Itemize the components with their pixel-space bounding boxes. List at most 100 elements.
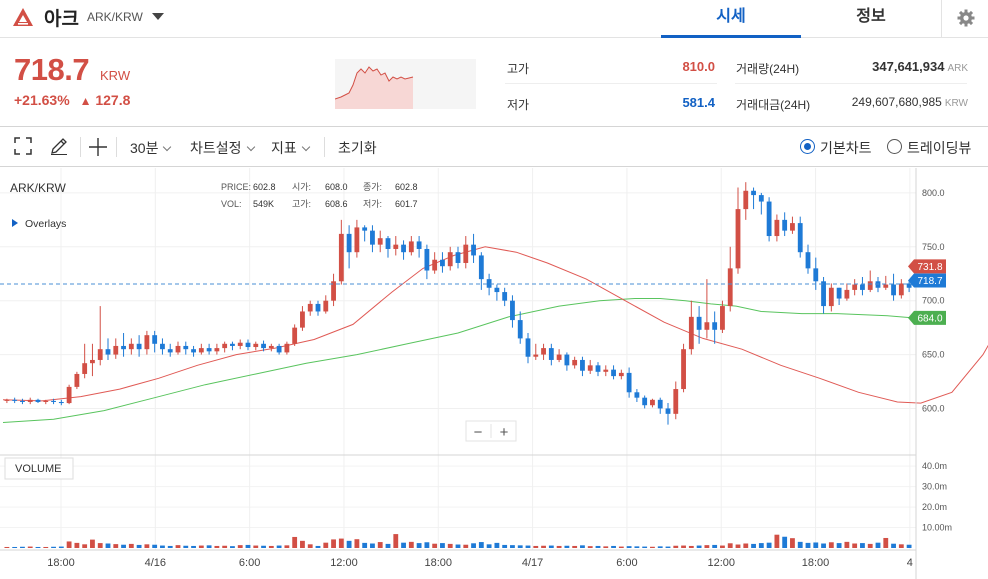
time-axis-label: 4 — [907, 557, 913, 569]
volume-bar — [743, 543, 749, 548]
reset-button[interactable]: 초기화 — [338, 140, 377, 156]
candle-body — [883, 284, 889, 288]
volume-bar — [284, 545, 290, 548]
chevron-down-icon[interactable] — [152, 13, 164, 20]
volume-bar — [354, 539, 360, 548]
price-axis-label: 750.0 — [922, 242, 945, 252]
candle-body — [455, 252, 461, 263]
settings-button[interactable] — [941, 0, 988, 38]
crosshair-icon[interactable] — [87, 136, 109, 158]
volume-bar — [906, 544, 912, 548]
zoom-in-button[interactable]: + — [500, 424, 509, 441]
info-vol-value: 549K — [253, 199, 274, 209]
ma-short-line — [2, 246, 988, 404]
volume-bar — [548, 545, 554, 548]
tab-info[interactable]: 정보 — [856, 8, 886, 25]
candle-body — [774, 219, 780, 237]
price-chart[interactable]: ARK/KRW Overlays PRICE: 602.8 시가: 608.0 … — [0, 168, 988, 579]
volume-value: 347,641,934 ARK — [820, 59, 968, 74]
volume-bar — [300, 540, 305, 548]
candle-body — [12, 399, 18, 401]
toolbar-divider — [116, 137, 117, 157]
tab-quote[interactable]: 시세 — [661, 0, 801, 38]
volume-bar — [214, 545, 220, 548]
volume-bar — [673, 545, 679, 548]
candle-body — [634, 392, 640, 398]
amount-number: 249,607,680,985 — [851, 95, 942, 109]
volume-bar — [175, 545, 181, 548]
volume-bar — [852, 543, 858, 548]
volume-bar — [510, 545, 515, 548]
basic-chart-radio[interactable] — [800, 139, 815, 154]
play-icon[interactable] — [12, 219, 18, 227]
candle-body — [370, 230, 375, 245]
volume-bar — [121, 544, 126, 548]
ohlc-info: PRICE: 602.8 시가: 608.0 종가: 602.8 VOL: 54… — [221, 182, 418, 209]
volume-axis-label: 40.0m — [922, 461, 947, 471]
volume-bar — [572, 545, 578, 548]
indicators-menu[interactable]: 지표 — [271, 138, 311, 158]
volume-bar — [657, 546, 663, 548]
price-axis-label: 600.0 — [922, 403, 945, 413]
zoom-out-button[interactable]: − — [474, 424, 483, 441]
volume-bar — [727, 543, 733, 548]
volume-bar — [268, 545, 274, 548]
candle-body — [362, 227, 368, 231]
volume-bar — [113, 544, 119, 548]
candle-body — [338, 233, 344, 282]
volume-bar — [813, 542, 819, 548]
volume-axis-label: 10.00m — [922, 523, 952, 533]
gear-icon — [957, 9, 975, 27]
chart-settings-label: 차트설정 — [190, 140, 242, 156]
tradingview-label[interactable]: 트레이딩뷰 — [907, 140, 972, 156]
volume-bar — [191, 545, 196, 548]
pencil-icon[interactable] — [49, 136, 69, 156]
volume-bar — [533, 545, 539, 548]
chevron-down-icon — [301, 142, 311, 152]
volume-bar — [362, 542, 368, 548]
toolbar-divider — [324, 137, 325, 157]
volume-bar — [198, 545, 204, 548]
basic-chart-label[interactable]: 기본차트 — [820, 140, 872, 156]
zoom-controls: − + — [465, 420, 517, 442]
volume-bar — [370, 543, 375, 548]
volume-bar — [4, 546, 10, 548]
time-axis-label: 4/17 — [522, 557, 543, 569]
volume-bar — [696, 545, 702, 548]
chart-settings-menu[interactable]: 차트설정 — [190, 138, 255, 158]
fullscreen-icon[interactable] — [13, 136, 33, 156]
volume-bar — [688, 545, 694, 548]
volume-bar — [385, 543, 391, 548]
candle-body — [160, 343, 165, 350]
candlestick-series — [4, 182, 912, 425]
volume-bar — [136, 544, 142, 548]
overlays-toggle[interactable]: Overlays — [25, 218, 66, 230]
info-low-value: 601.7 — [395, 199, 418, 209]
volume-bar — [237, 545, 243, 548]
volume-bar — [564, 545, 570, 548]
volume-bar — [393, 534, 399, 548]
amount-label: 거래대금(24H) — [736, 98, 811, 112]
volume-number: 347,641,934 — [872, 59, 945, 74]
candle-body — [688, 316, 694, 350]
candle-body — [432, 259, 438, 271]
volume-bar — [883, 537, 889, 548]
volume-bar — [751, 543, 756, 548]
candle-body — [183, 345, 189, 350]
tradingview-radio[interactable] — [887, 139, 902, 154]
candle-body — [813, 268, 819, 282]
candle-body — [268, 345, 274, 349]
volume-bar — [517, 545, 523, 548]
candle-body — [696, 316, 702, 330]
candle-body — [276, 345, 282, 353]
info-open-value: 608.0 — [325, 182, 348, 192]
top-bar: 아크 ARK/KRW 시세 정보 — [0, 0, 988, 38]
change-amount: 127.8 — [95, 92, 131, 108]
volume-bar — [58, 546, 64, 548]
candle-body — [20, 400, 25, 402]
volume-bar — [97, 543, 103, 548]
interval-select[interactable]: 30분 — [130, 138, 172, 158]
volume-bar — [315, 545, 321, 548]
volume-bar — [432, 543, 438, 548]
coin-name: 아크 — [44, 9, 79, 30]
